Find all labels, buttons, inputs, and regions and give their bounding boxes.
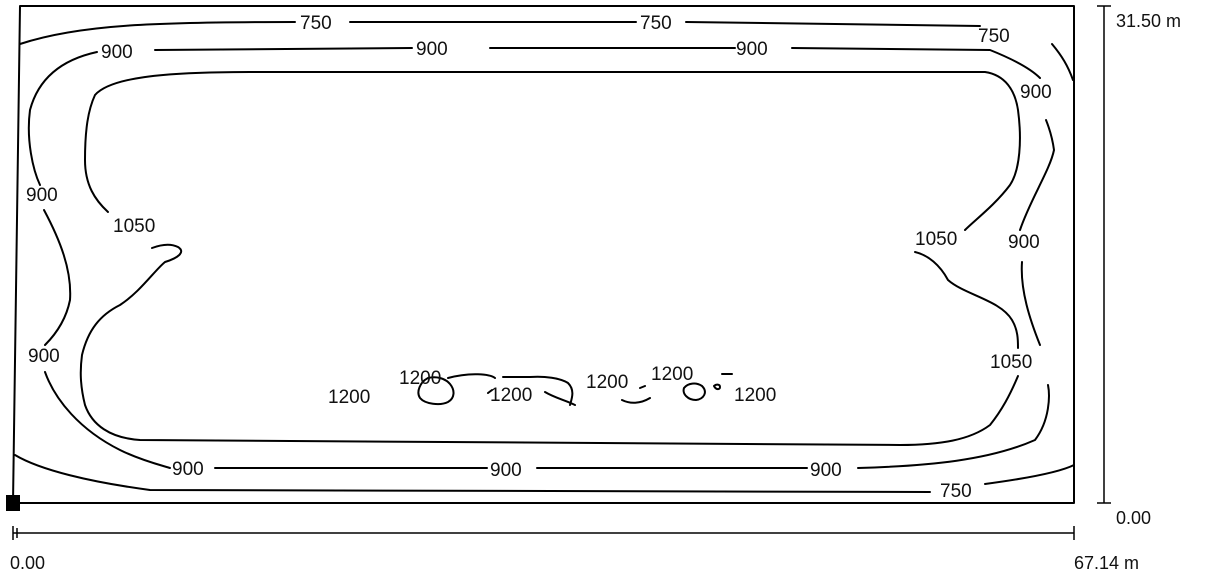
label-750-top-left: 750 xyxy=(300,13,332,34)
origin-marker xyxy=(6,495,20,511)
height-start-label: 0.00 xyxy=(1116,508,1151,528)
width-start-label: 0.00 xyxy=(10,553,45,573)
label-1200-b: 1200 xyxy=(328,387,370,408)
label-1200-c: 1200 xyxy=(490,385,532,406)
label-750-top-center: 750 xyxy=(640,13,672,34)
label-900-top-right: 900 xyxy=(736,39,768,60)
label-750-top-right: 750 xyxy=(978,26,1010,47)
label-750-bottom-right: 750 xyxy=(940,481,972,502)
label-900-top-left: 900 xyxy=(101,42,133,63)
label-1050-right-upper: 1050 xyxy=(915,229,957,250)
contour-1200-d xyxy=(682,373,733,401)
label-1200-d: 1200 xyxy=(586,372,628,393)
label-900-bottom-right: 900 xyxy=(810,460,842,481)
contour-1200-b xyxy=(447,373,576,406)
label-900-bottom-left: 900 xyxy=(172,459,204,480)
label-900-left-upper: 900 xyxy=(26,185,58,206)
contour-900 xyxy=(27,47,1055,469)
label-900-top-center: 900 xyxy=(416,39,448,60)
contour-750 xyxy=(14,21,1075,493)
contour-1050-right xyxy=(79,243,1019,446)
label-1200-f: 1200 xyxy=(734,385,776,406)
label-1050-left: 1050 xyxy=(113,216,155,237)
label-1050-right-lower: 1050 xyxy=(990,352,1032,373)
label-900-right-upper: 900 xyxy=(1020,82,1052,103)
label-900-right-middle: 900 xyxy=(1008,232,1040,253)
contour-1200-a xyxy=(417,376,455,406)
label-900-left-lower: 900 xyxy=(28,346,60,367)
label-1200-e: 1200 xyxy=(651,364,693,385)
width-end-label: 67.14 m xyxy=(1074,553,1139,573)
label-900-bottom-center: 900 xyxy=(490,460,522,481)
room-outline xyxy=(12,5,1075,504)
label-1200-a: 1200 xyxy=(399,368,441,389)
height-end-label: 31.50 m xyxy=(1116,11,1181,31)
contour-1200-c xyxy=(621,385,651,404)
contour-1050-left xyxy=(84,71,1021,231)
